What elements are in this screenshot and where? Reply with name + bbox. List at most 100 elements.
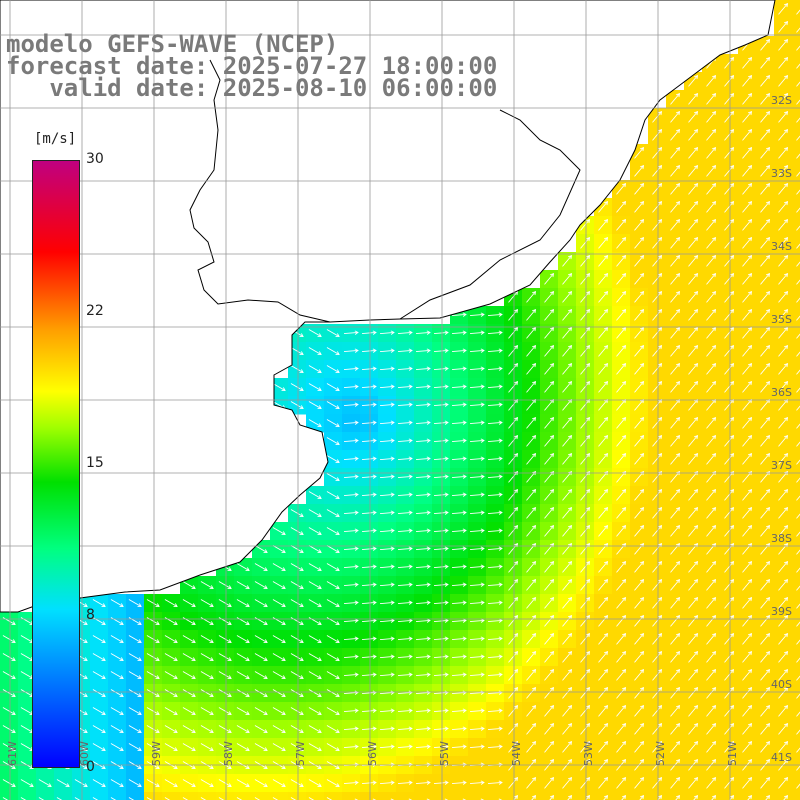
wind-arrow: [343, 420, 359, 425]
wind-arrow: [526, 776, 537, 789]
wind-arrow: [778, 272, 789, 285]
wind-arrow: [272, 725, 286, 734]
wind-arrow: [616, 308, 627, 321]
wind-arrow: [688, 128, 699, 141]
wind-arrow: [742, 92, 753, 105]
wind-arrow: [326, 455, 340, 464]
wind-cell: [792, 486, 800, 505]
wind-arrow: [308, 545, 322, 554]
wind-arrow: [272, 383, 286, 392]
wind-arrow: [778, 182, 789, 195]
wind-arrow: [290, 779, 304, 788]
wind-arrow: [688, 92, 699, 105]
wind-arrow: [616, 596, 627, 609]
wind-arrow: [272, 599, 286, 608]
wind-arrow: [742, 362, 753, 375]
wind-arrow: [652, 236, 663, 249]
wind-arrow: [760, 740, 771, 753]
wind-arrow: [760, 668, 771, 681]
wind-arrow: [652, 578, 663, 591]
wind-arrow: [562, 326, 573, 339]
wind-arrow: [724, 362, 735, 375]
wind-arrow: [92, 653, 106, 662]
wind-arrow: [326, 581, 340, 590]
wind-arrow: [796, 225, 800, 231]
wind-arrow: [742, 686, 753, 699]
wind-arrow: [724, 452, 735, 465]
wind-arrow: [200, 653, 214, 662]
wind-arrow: [451, 438, 467, 443]
wind-arrow: [290, 545, 304, 554]
wind-arrow: [760, 470, 771, 483]
wind-arrow: [562, 722, 573, 735]
wind-arrow: [616, 560, 627, 573]
wind-arrow: [634, 272, 645, 285]
wind-arrow: [760, 578, 771, 591]
wind-arrow: [451, 582, 467, 587]
wind-arrow: [688, 272, 699, 285]
wind-arrow: [778, 38, 789, 51]
wind-arrow: [544, 308, 555, 321]
wind-arrow: [526, 434, 537, 447]
wind-arrow: [706, 776, 717, 789]
wind-arrow: [742, 326, 753, 339]
wind-arrow: [688, 74, 699, 87]
wind-arrow: [652, 272, 663, 285]
wind-arrow: [128, 599, 142, 608]
wind-arrow: [580, 362, 591, 375]
wind-arrow: [652, 650, 663, 663]
wind-arrow: [688, 326, 699, 339]
wind-arrow: [724, 722, 735, 735]
wind-arrow: [562, 632, 573, 645]
wind-arrow: [652, 596, 663, 609]
wind-arrow: [652, 488, 663, 501]
wind-arrow: [451, 726, 467, 731]
wind-arrow: [308, 599, 322, 608]
wind-arrow: [616, 380, 627, 393]
wind-arrow: [361, 564, 377, 569]
wind-arrow: [760, 218, 771, 231]
wind-arrow: [469, 402, 485, 407]
wind-arrow: [778, 650, 789, 663]
wind-arrow: [379, 708, 395, 713]
wind-arrow: [616, 218, 627, 231]
wind-arrow: [796, 765, 800, 771]
wind-arrow: [634, 146, 645, 159]
wind-arrow: [236, 779, 250, 788]
wind-arrow: [379, 474, 395, 479]
wind-arrow: [567, 794, 573, 800]
longitude-label: 53W: [582, 741, 595, 766]
wind-arrow: [343, 744, 359, 749]
wind-arrow: [272, 653, 286, 662]
wind-arrow: [616, 200, 627, 213]
wind-arrow: [74, 779, 88, 788]
wind-arrow: [688, 164, 699, 177]
wind-arrow: [724, 632, 735, 645]
wind-arrow: [580, 704, 591, 717]
wind-cell: [792, 396, 800, 415]
wind-arrow: [688, 182, 699, 195]
wind-cell: [684, 792, 703, 800]
wind-arrow: [796, 45, 800, 51]
wind-arrow: [603, 794, 609, 800]
wind-arrow: [290, 671, 304, 680]
longitude-label: 51W: [726, 741, 739, 766]
wind-arrow: [634, 434, 645, 447]
wind-arrow: [508, 650, 519, 663]
latitude-label: 40S: [771, 678, 792, 691]
wind-arrow: [688, 722, 699, 735]
wind-cell: [198, 792, 217, 800]
wind-arrow: [778, 128, 789, 141]
wind-arrow: [706, 650, 717, 663]
wind-arrow: [526, 650, 537, 663]
wind-arrow: [343, 708, 359, 713]
wind-arrow: [397, 384, 413, 389]
wind-arrow: [433, 366, 449, 371]
wind-arrow: [562, 668, 573, 681]
wind-arrow: [508, 686, 519, 699]
wind-arrow: [778, 362, 789, 375]
wind-arrow: [688, 218, 699, 231]
wind-arrow: [379, 744, 395, 749]
wind-arrow: [796, 333, 800, 339]
wind-arrow: [598, 218, 609, 231]
